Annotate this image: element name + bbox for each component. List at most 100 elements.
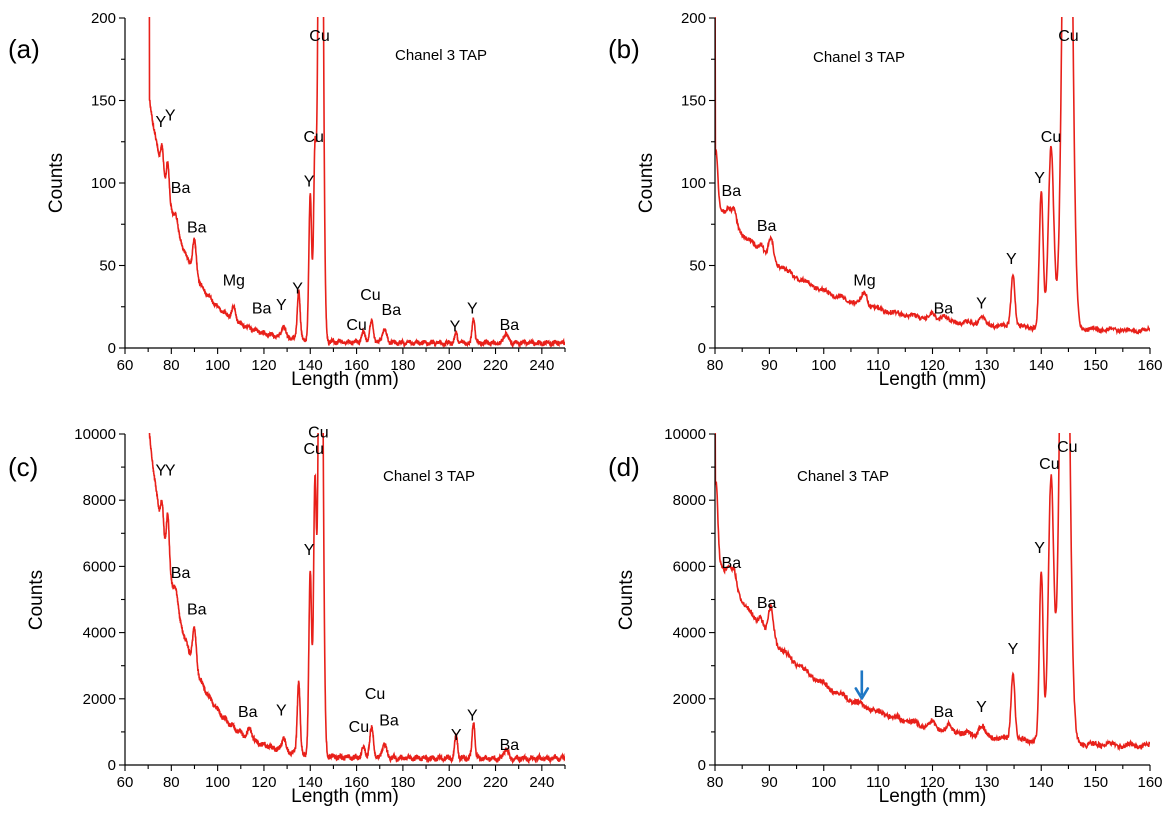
channel-annotation: Chanel 3 TAP: [813, 49, 905, 66]
peak-label: Y: [976, 699, 987, 716]
x-tick-label: 120: [251, 774, 276, 791]
peak-label: Cu: [1057, 439, 1077, 456]
peak-label: Cu: [346, 317, 366, 334]
peak-label: Y: [165, 462, 176, 479]
x-axis-title: Length (mm): [291, 786, 399, 807]
peak-label: Ba: [500, 737, 520, 754]
x-tick-label: 140: [1029, 774, 1054, 791]
peak-label: Cu: [1058, 28, 1078, 45]
peak-label: Ba: [757, 218, 777, 235]
y-tick-label: 4000: [83, 625, 116, 642]
y-tick-label: 0: [108, 757, 116, 774]
y-tick-label: 0: [108, 340, 116, 357]
y-tick-label: 150: [91, 93, 116, 110]
peak-label: Y: [467, 300, 478, 317]
y-axis-title: Counts: [26, 570, 47, 630]
peak-label: Ba: [722, 555, 742, 572]
peak-label: Y: [304, 542, 315, 559]
y-tick-label: 10000: [74, 426, 116, 443]
y-tick-label: 200: [681, 10, 706, 27]
y-tick-label: 200: [91, 10, 116, 27]
x-tick-label: 120: [920, 774, 945, 791]
y-tick-label: 8000: [83, 492, 116, 509]
x-tick-label: 130: [974, 357, 999, 374]
y-tick-label: 4000: [673, 625, 706, 642]
chart-panel-d: 80 90 100 110 120 130 140 150 160 0 2000 4000 6000 80…: [608, 426, 1163, 807]
down-arrow-icon: [854, 670, 870, 700]
chart-panel-c: 60 80 100 120 140 160 180 200 220 240 0 2000 4000 600…: [8, 424, 566, 807]
peak-label: Y: [451, 727, 462, 744]
y-axis-title: Counts: [636, 153, 657, 213]
peak-label: Ba: [934, 300, 954, 317]
x-tick-label: 150: [1083, 774, 1108, 791]
peak-label: Ba: [252, 300, 272, 317]
peak-label: Ba: [934, 704, 954, 721]
x-tick-label: 240: [529, 357, 554, 374]
y-tick-label: 100: [91, 175, 116, 192]
x-tick-label: 220: [483, 357, 508, 374]
y-tick-label: 2000: [83, 691, 116, 708]
peak-label: Y: [1006, 251, 1017, 268]
x-tick-label: 220: [483, 774, 508, 791]
peak-label: Cu: [360, 287, 380, 304]
channel-annotation: Chanel 3 TAP: [383, 468, 475, 485]
peak-label: Y: [304, 173, 315, 190]
peak-label: Cu: [1041, 129, 1061, 146]
peak-label: Ba: [187, 601, 207, 618]
x-tick-label: 200: [437, 357, 462, 374]
peak-label: Cu: [349, 719, 369, 736]
peak-label: Cu: [304, 441, 324, 458]
chart-panel-a: 60 80 100 120 140 160 180 200 220 240 0 50 100 150 200…: [8, 10, 566, 390]
channel-annotation: Chanel 3 TAP: [395, 47, 487, 64]
x-tick-label: 240: [529, 774, 554, 791]
x-tick-label: 160: [344, 357, 369, 374]
peak-label: Cu: [365, 686, 385, 703]
x-tick-label: 60: [117, 774, 134, 791]
x-tick-label: 180: [390, 357, 415, 374]
peak-label: Y: [276, 702, 287, 719]
x-tick-label: 180: [390, 774, 415, 791]
peak-label: Y: [450, 319, 461, 336]
peak-label: Cu: [308, 424, 328, 441]
peak-label: Y: [156, 462, 167, 479]
x-tick-label: 140: [298, 357, 323, 374]
peak-label: Cu: [304, 129, 324, 146]
peak-label: Y: [292, 281, 303, 298]
x-tick-label: 160: [1137, 357, 1162, 374]
peak-label: Ba: [171, 180, 191, 197]
peak-label: Mg: [853, 272, 875, 289]
peak-label: Y: [165, 107, 176, 124]
peak-label: Ba: [238, 704, 258, 721]
peak-label: Y: [976, 295, 987, 312]
x-axis-title: Length (mm): [291, 369, 399, 390]
y-axis-title: Counts: [616, 570, 637, 630]
x-tick-label: 110: [866, 357, 890, 374]
x-tick-label: 120: [251, 357, 276, 374]
peak-label: Ba: [382, 302, 402, 319]
x-tick-label: 90: [761, 774, 778, 791]
peak-label: Y: [1008, 641, 1019, 658]
peak-label: Ba: [171, 565, 191, 582]
series-line: [148, 17, 565, 348]
y-tick-label: 0: [698, 757, 706, 774]
peak-label: Ba: [500, 317, 520, 334]
y-tick-label: 0: [698, 340, 706, 357]
x-tick-label: 100: [205, 357, 230, 374]
x-tick-label: 80: [163, 774, 180, 791]
x-tick-label: 150: [1083, 357, 1108, 374]
x-tick-label: 200: [437, 774, 462, 791]
y-tick-label: 8000: [673, 492, 706, 509]
series-line: [148, 433, 565, 765]
x-tick-label: 140: [298, 774, 323, 791]
y-tick-label: 150: [681, 93, 706, 110]
peak-label: Cu: [1039, 456, 1059, 473]
y-tick-label: 6000: [83, 558, 116, 575]
channel-annotation: Chanel 3 TAP: [797, 468, 889, 485]
x-tick-label: 160: [1137, 774, 1162, 791]
x-tick-label: 100: [811, 357, 836, 374]
y-tick-label: 100: [681, 175, 706, 192]
y-tick-label: 50: [99, 258, 116, 275]
x-tick-label: 140: [1029, 357, 1054, 374]
x-tick-label: 130: [974, 774, 999, 791]
